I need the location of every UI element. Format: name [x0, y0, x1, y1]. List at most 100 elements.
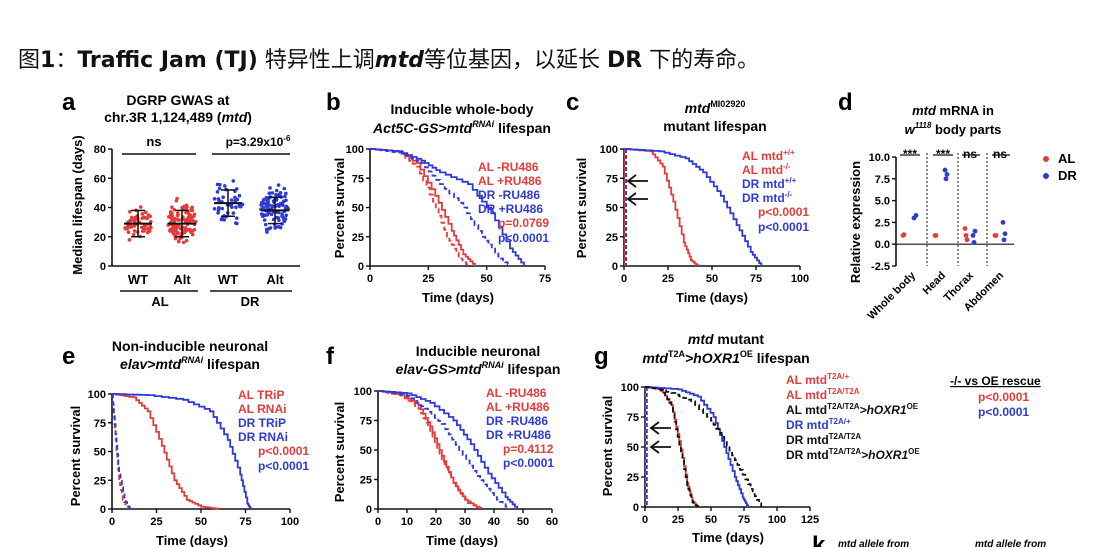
panel-d-legend-marker-dr [1043, 173, 1049, 179]
panel-b-legend-4: DR +RU486 [478, 202, 543, 216]
f-y-tick-label: 0 [366, 504, 372, 516]
a-y-tick-label: 40 [94, 203, 106, 215]
a-data-point [146, 213, 151, 217]
panel-c-title1: mtdMI02920 [685, 99, 746, 116]
panel-e-curve-dr-rnai [112, 393, 131, 509]
panel-d-sig-3: ns [963, 147, 977, 161]
a-data-point [193, 219, 198, 224]
panel-c-legend-3: DR mtd+/+ [742, 176, 797, 191]
a-data-point [237, 204, 242, 209]
caption-prefix: 图 [18, 48, 41, 73]
a-data-point [283, 194, 287, 199]
e-x-tick-label: 50 [195, 516, 207, 528]
a-data-point [234, 205, 238, 210]
a-data-point [284, 191, 288, 196]
panel-g-curve-dr-rescue [645, 386, 763, 507]
panel-f-pval-al: p=0.4112 [503, 442, 554, 456]
panel-g-xlabel: Time (days) [692, 530, 764, 545]
c-y-tick-label: 50 [606, 203, 618, 215]
c-y-tick-label: 100 [600, 144, 618, 156]
a-data-point [128, 224, 133, 228]
e-y-tick-label: 75 [94, 418, 106, 430]
panel-a-x2: Alt [173, 272, 191, 287]
d-y-tick-label: 10.0 [869, 152, 890, 164]
e-x-tick-label: 0 [109, 516, 115, 528]
d-data-point [970, 233, 976, 238]
d-data-point [993, 233, 999, 238]
panel-g-legend-6: DR mtdT2A/T2A>hOXR1OE [786, 447, 920, 462]
a-data-point [282, 186, 287, 191]
f-x-tick-label: 20 [430, 516, 442, 528]
a-data-point [274, 188, 279, 193]
panel-d-sig-4: ns [993, 147, 1007, 161]
a-data-point [264, 195, 269, 200]
panel-letter-c: c [566, 89, 579, 116]
panel-letter-b: b [326, 89, 341, 116]
d-data-point [1002, 231, 1008, 237]
panel-letter-d: d [838, 89, 853, 116]
caption-colon: ： [55, 48, 78, 73]
panel-f-xlabel: Time (days) [426, 533, 498, 547]
d-data-point [962, 226, 968, 231]
a-data-point [212, 206, 217, 211]
g-x-tick-label: 100 [768, 514, 786, 526]
panel-f: f Inducible neuronal elav-GS>mtdRNAi lif… [326, 343, 560, 547]
panel-b-legend-2: AL +RU486 [478, 174, 542, 188]
a-data-point [170, 218, 175, 223]
a-data-point [278, 225, 283, 230]
a-data-point [267, 227, 271, 231]
c-x-tick-label: 100 [791, 273, 809, 285]
panel-f-pval-dr: p<0.0001 [503, 456, 554, 470]
a-data-point [280, 212, 284, 216]
a-data-point [237, 193, 242, 198]
a-y-tick-label: 60 [94, 173, 106, 185]
a-data-point [132, 229, 137, 233]
a-data-point [124, 227, 128, 231]
g-y-tick-label: 75 [627, 412, 639, 424]
panel-a-group-dr: DR [241, 294, 260, 309]
a-data-point [192, 212, 197, 217]
caption-t1: 特异性上调 [257, 48, 375, 73]
panel-a-ylabel: Median lifespan (days) [70, 135, 85, 274]
d-y-tick-label: 0.0 [875, 239, 890, 251]
a-data-point [215, 182, 220, 187]
panel-g-legend-2: AL mtdT2A/T2A [786, 387, 860, 402]
a-data-point [231, 179, 236, 183]
panel-g-legend-4: DR mtdT2A/+ [786, 417, 851, 432]
a-data-point [261, 198, 266, 202]
a-data-point [212, 197, 217, 201]
a-data-point [277, 193, 281, 197]
panel-g-ylabel: Percent survival [600, 396, 615, 496]
c-y-tick-label: 0 [612, 261, 618, 273]
e-y-tick-label: 50 [94, 447, 106, 459]
caption-dr: DR [606, 48, 643, 73]
panel-e-title2: elav>mtdRNAi lifespan [120, 355, 260, 372]
a-data-point [174, 198, 179, 203]
e-x-tick-label: 25 [150, 516, 162, 528]
panel-letter-a: a [62, 89, 76, 116]
panel-b-pval-dr: p<0.0001 [498, 231, 549, 245]
a-data-point [180, 205, 184, 210]
panel-b-pval-al: p=0.0769 [498, 216, 549, 230]
figure-caption: 图1：Traffic Jam (TJ) 特异性上调mtd等位基因，以延长 DR … [18, 42, 1098, 74]
panel-letter-e: e [62, 343, 75, 370]
panel-e-curve-dr-trip [112, 393, 252, 509]
panel-g-title1: mtd mutant [688, 331, 765, 347]
a-data-point [126, 230, 131, 235]
a-data-point [221, 195, 225, 200]
panel-f-legend-2: AL +RU486 [486, 400, 550, 414]
a-data-point [263, 222, 268, 227]
d-data-point [964, 237, 970, 243]
panel-b-curve-dr-plus [370, 148, 511, 266]
a-data-point [260, 200, 264, 205]
f-y-tick-label: 25 [360, 475, 372, 487]
e-y-tick-label: 0 [100, 504, 106, 516]
a-data-point [233, 195, 237, 200]
panel-b-curve-al-minus [370, 148, 476, 266]
g-y-tick-label: 50 [627, 442, 639, 454]
d-data-point [943, 176, 949, 182]
panel-d-legend-marker-al [1043, 156, 1049, 162]
panel-e-title1: Non-inducible neuronal [112, 338, 268, 354]
